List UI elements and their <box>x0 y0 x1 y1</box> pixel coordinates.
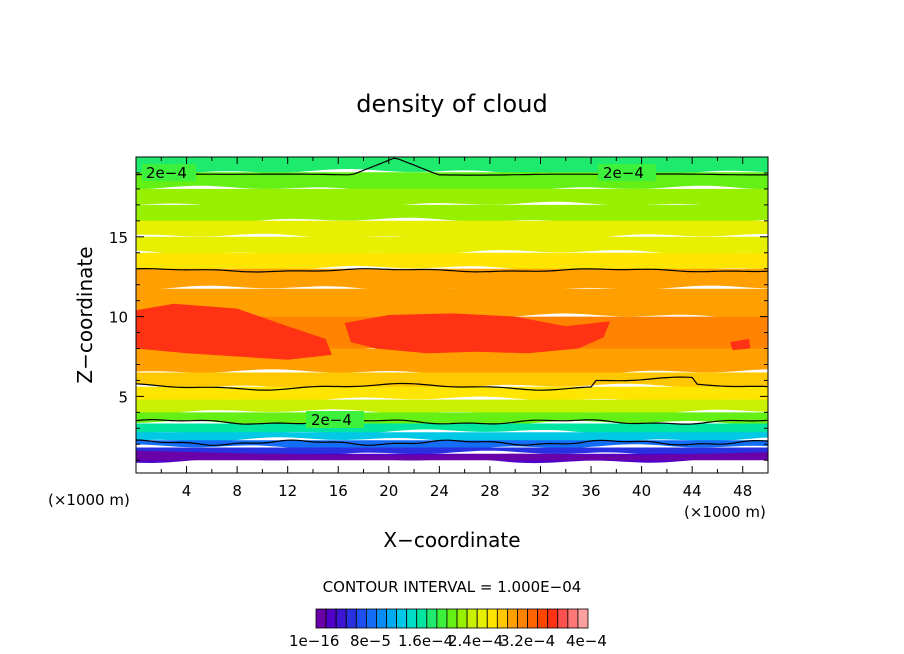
contour-line <box>136 376 768 391</box>
colorbar-swatch <box>396 608 408 629</box>
colorbar <box>315 608 589 629</box>
x-tick-label: 44 <box>683 482 702 500</box>
contour-band <box>136 399 768 416</box>
contour-band <box>136 236 768 256</box>
colorbar-swatch <box>416 608 428 629</box>
x-tick-label: 36 <box>581 482 600 500</box>
colorbar-swatch <box>537 608 549 629</box>
colorbar-label: 1e−16 <box>289 632 339 650</box>
contour-band <box>136 386 768 403</box>
contour-line <box>136 157 768 176</box>
x-tick-label: 20 <box>379 482 398 500</box>
colorbar-swatch <box>345 608 357 629</box>
contour-label: 2e−4 <box>146 164 187 182</box>
colorbar-swatch <box>426 608 438 629</box>
colorbar-swatch <box>376 608 387 629</box>
contour-blobs <box>136 303 768 461</box>
contour-core <box>136 303 332 360</box>
contour-label-bg <box>306 411 364 428</box>
colorbar-labels: 1e−16 8e−5 1.6e−4 2.4e−4 3.2e−4 4e−4 <box>289 632 607 650</box>
contour-label: 2e−4 <box>603 164 644 182</box>
y-axis: 5 10 15 <box>109 172 768 461</box>
colorbar-swatch <box>325 608 337 629</box>
contour-core <box>136 450 768 461</box>
x-axis: 4 8 12 16 20 24 28 32 36 40 44 48 <box>160 157 752 500</box>
y-axis-label: Z−coordinate <box>73 246 97 383</box>
contour-band <box>136 188 768 208</box>
contour-band <box>136 372 768 390</box>
colorbar-swatch <box>335 608 347 629</box>
x-tick-label: 4 <box>182 482 192 500</box>
contour-interval-text: CONTOUR INTERVAL = 1.000E−04 <box>323 578 582 596</box>
colorbar-swatch <box>507 608 518 629</box>
x-unit-right: (×1000 m) <box>684 503 766 521</box>
colorbar-swatch <box>486 608 498 629</box>
colorbar-swatch <box>355 608 367 629</box>
colorbar-swatch <box>365 608 377 629</box>
colorbar-swatch <box>436 608 448 629</box>
contour-line <box>136 418 768 425</box>
colorbar-swatch <box>527 608 539 629</box>
colorbar-label: 4e−4 <box>566 632 607 650</box>
contour-band <box>136 204 768 224</box>
x-tick-label: 48 <box>733 482 752 500</box>
x-unit-left: (×1000 m) <box>48 491 130 509</box>
colorbar-swatch <box>567 608 579 629</box>
colorbar-swatch <box>315 608 327 629</box>
x-tick-label: 16 <box>329 482 348 500</box>
colorbar-swatch <box>496 608 508 629</box>
colorbar-label: 1.6e−4 <box>398 632 453 650</box>
contour-lines <box>136 157 768 446</box>
chart-title: density of cloud <box>356 90 547 118</box>
colorbar-swatch <box>386 608 397 629</box>
contour-label: 2e−4 <box>311 411 352 429</box>
y-tick-label: 15 <box>109 229 128 247</box>
colorbar-swatch <box>517 608 528 629</box>
colorbar-swatch <box>476 608 488 629</box>
plot-area <box>136 157 768 473</box>
x-tick-label: 28 <box>480 482 499 500</box>
x-tick-label: 8 <box>232 482 242 500</box>
y-tick-label: 10 <box>109 309 128 327</box>
colorbar-label: 2.4e−4 <box>448 632 503 650</box>
colorbar-swatch <box>446 608 458 629</box>
contour-line <box>136 268 768 273</box>
colorbar-label: 8e−5 <box>350 632 391 650</box>
contour-line <box>136 439 768 446</box>
x-tick-label: 12 <box>278 482 297 500</box>
x-tick-label: 40 <box>632 482 651 500</box>
contour-label-bg <box>142 164 196 181</box>
x-axis-label: X−coordinate <box>383 528 520 552</box>
contour-band <box>136 268 768 292</box>
contour-band <box>136 288 768 320</box>
x-tick-label: 32 <box>531 482 550 500</box>
contour-label-bg <box>598 164 656 181</box>
contour-labels: 2e−4 2e−4 2e−4 <box>142 164 656 429</box>
contour-core <box>730 338 751 351</box>
colorbar-swatch <box>547 608 559 629</box>
colorbar-swatch <box>466 608 478 629</box>
colorbar-swatch <box>406 608 418 629</box>
colorbar-swatch <box>557 608 569 629</box>
plot-frame <box>135 156 769 474</box>
colorbar-label: 3.2e−4 <box>500 632 555 650</box>
colorbar-swatch <box>456 608 468 629</box>
contour-band <box>136 252 768 272</box>
x-tick-label: 24 <box>430 482 449 500</box>
colorbar-swatch <box>577 608 589 629</box>
y-tick-label: 5 <box>118 388 128 406</box>
contour-core <box>344 313 610 354</box>
contour-band <box>136 220 768 240</box>
